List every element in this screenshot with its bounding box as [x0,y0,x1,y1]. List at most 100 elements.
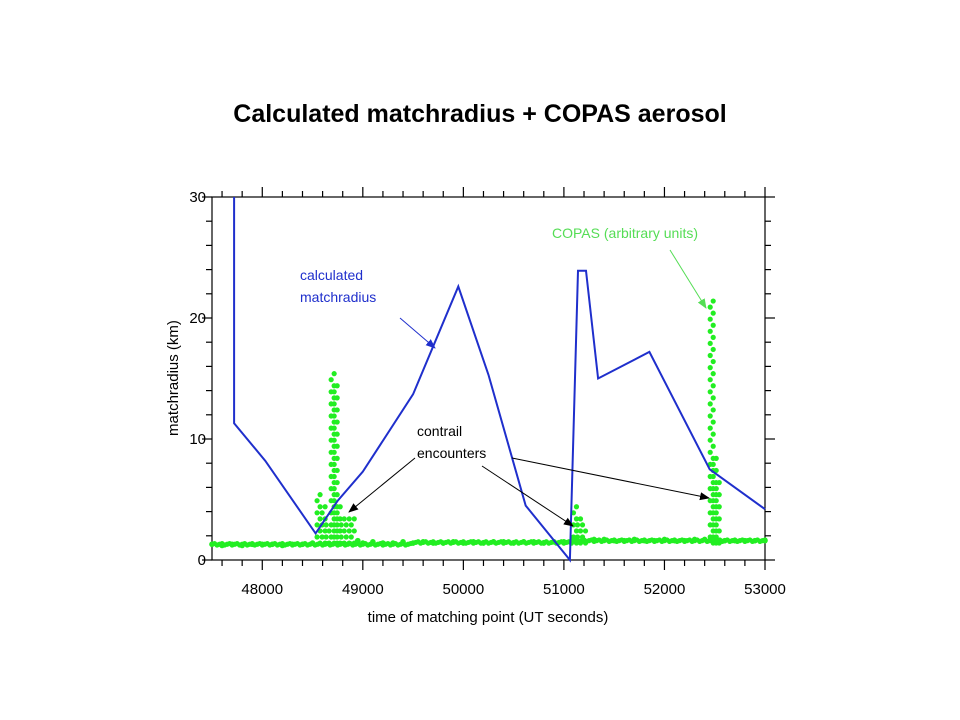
copas-point [710,407,716,413]
copas-point [707,352,713,359]
copas-point [334,455,340,461]
copas-point [328,377,334,383]
y-tick-label: 20 [189,310,206,327]
copas-point [337,516,343,522]
x-axis-label: time of matching point (UT seconds) [368,609,609,626]
plot-frame [211,196,766,561]
copas-point [331,449,337,455]
annotation-contrail-line-1: contrail [417,423,462,439]
copas-point [331,486,337,492]
annotation-matchradius: calculated matchradius [300,267,376,305]
copas-point [323,522,329,528]
copas-point [716,492,722,498]
copas-point [322,504,328,510]
copas-point [710,371,716,377]
copas-point [334,492,340,498]
copas-point [713,486,719,492]
page-title: Calculated matchradius + COPAS aerosol [233,100,727,128]
copas-point [331,401,337,407]
copas-point [346,516,352,522]
copas-point [707,365,713,371]
copas-point [573,504,580,510]
copas-point [351,516,357,522]
copas-point [322,528,328,534]
copas-point [710,443,716,449]
annotation-contrail-line-2: encounters [417,445,486,461]
copas-point [317,492,323,498]
y-tick-label: 30 [189,189,206,206]
annotation-contrail: contrail encounters [417,423,486,461]
copas-point [317,504,323,510]
copas-point [334,443,340,449]
copas-point [573,516,580,522]
copas-point [707,340,713,347]
annotation-matchradius-arrow [399,317,436,349]
copas-point [710,431,716,437]
copas-point [334,510,340,516]
x-tick-label: 52000 [644,581,686,598]
copas-point [314,534,320,540]
copas-point [341,528,347,534]
copas-point [334,522,340,528]
copas-point [331,389,337,395]
copas-point [348,534,354,540]
annotation-matchradius-line-2: matchradius [300,289,376,305]
copas-point [351,528,357,534]
matchradius-line [233,197,766,563]
copas-point [331,498,337,504]
y-tick-label: 0 [198,552,206,569]
y-axis-label: matchradius (km) [165,320,182,436]
copas-point [707,413,713,419]
copas-point [707,316,713,322]
x-tick-label: 50000 [443,581,485,598]
x-tick-label: 51000 [543,581,585,598]
copas-point [341,516,347,522]
copas-point [348,522,354,528]
copas-point [713,467,719,474]
copas-point [337,528,343,534]
annotation-copas: COPAS (arbitrary units) [552,225,698,241]
copas-point [319,534,325,540]
copas-point [707,437,713,443]
copas-point [573,528,580,534]
copas-point [334,479,340,486]
copas-point [577,528,584,534]
annotation-contrail-arrow-left [348,457,416,513]
copas-point [343,534,349,540]
copas-point [579,522,586,528]
annotation-matchradius-line-1: calculated [300,267,363,283]
copas-point [710,334,716,340]
copas-point [707,449,713,455]
copas-point [331,437,337,443]
copas-point [716,516,722,522]
copas-point [323,534,329,540]
copas-point [331,461,337,468]
copas-point [334,383,340,389]
copas-point [710,346,716,353]
copas-point [707,304,713,310]
copas-point [331,413,337,419]
copas-point [710,395,716,401]
axis-tick-labels: 48000 49000 50000 51000 52000 53000 0 10 20 30 [189,189,786,598]
copas-point [334,395,340,401]
copas-point [710,461,716,468]
copas-point [338,534,344,540]
copas-point [314,522,320,528]
copas-point [334,407,340,413]
copas-point [707,328,713,334]
copas-point [334,431,340,437]
copas-point [707,377,713,383]
copas-point [319,510,325,516]
copas-point [317,516,323,522]
copas-point [337,504,343,510]
axis-ticks [202,187,775,570]
copas-point [346,528,352,534]
copas-point [716,504,722,510]
copas-point [331,473,337,480]
copas-point [326,528,332,534]
copas-series [209,298,768,549]
copas-point [582,528,589,534]
copas-point [713,455,719,461]
annotation-contrail-arrow-right [511,457,710,501]
copas-point [710,473,716,480]
